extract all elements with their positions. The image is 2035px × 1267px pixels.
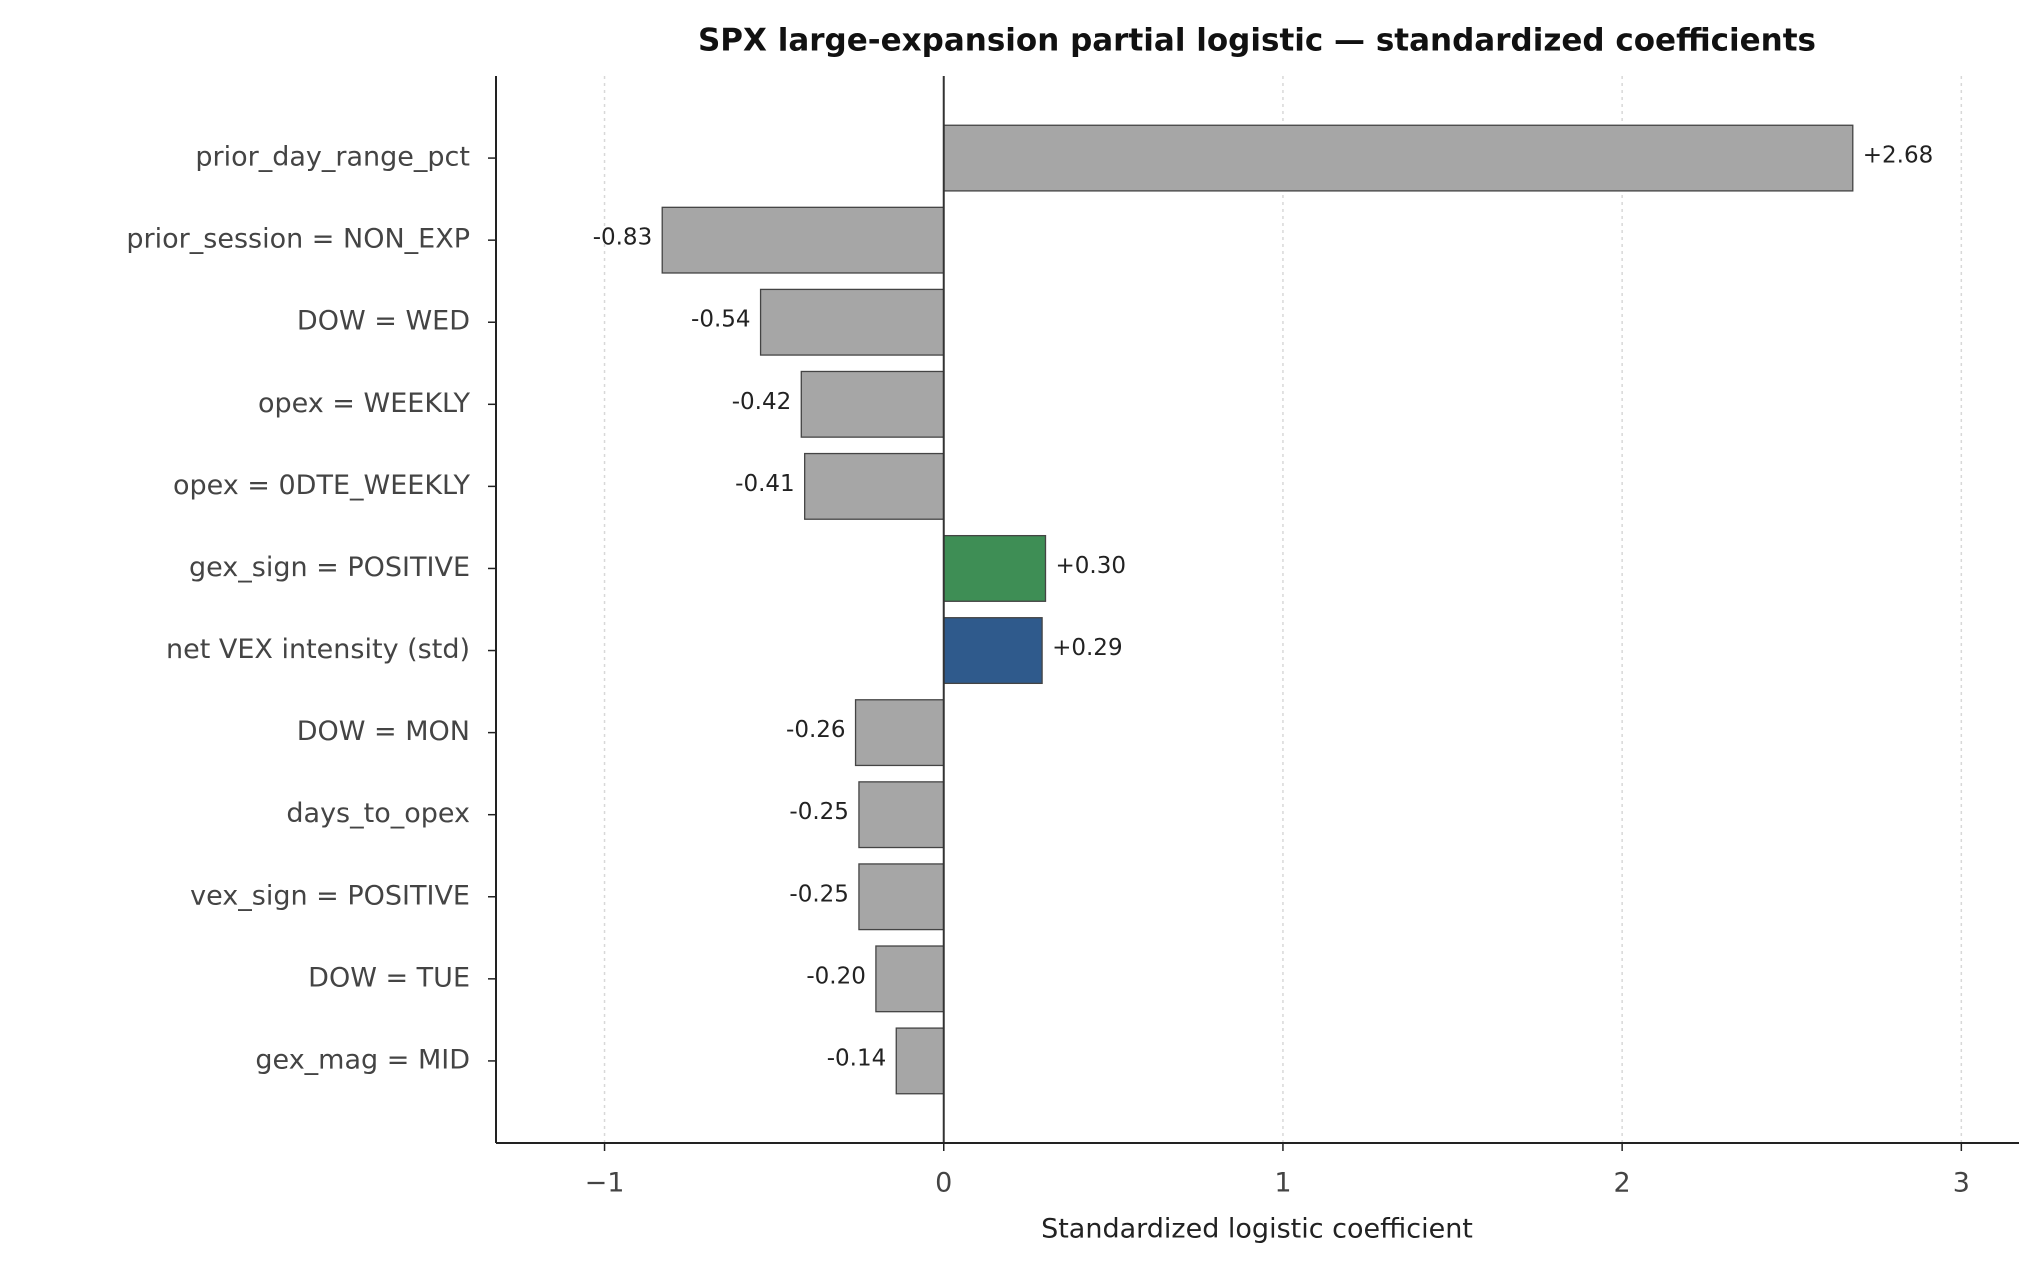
bar	[895, 1027, 945, 1095]
value-label: -0.54	[691, 307, 751, 333]
y-tick-label: vex_sign = POSITIVE	[190, 880, 470, 911]
y-tick-label: DOW = MON	[297, 716, 470, 747]
bar	[943, 617, 1043, 685]
value-label: -0.42	[732, 389, 792, 415]
bar	[943, 534, 1047, 602]
value-label: -0.26	[786, 717, 846, 743]
value-label: +0.29	[1052, 635, 1122, 661]
value-label: -0.25	[789, 799, 849, 825]
y-tick-label: DOW = TUE	[308, 962, 470, 993]
x-tick-label: 1	[1274, 1168, 1291, 1199]
bar	[800, 370, 945, 438]
bar	[875, 945, 945, 1013]
y-tick-label: net VEX intensity (std)	[166, 634, 470, 665]
y-tick-label: DOW = WED	[297, 306, 470, 337]
value-label: -0.25	[789, 881, 849, 907]
x-axis-label: Standardized logistic coefficient	[1041, 1214, 1473, 1245]
x-tick-label: 2	[1614, 1168, 1631, 1199]
y-tick-label: prior_day_range_pct	[195, 142, 470, 173]
bar	[804, 452, 945, 520]
bar	[943, 124, 1854, 192]
bar	[854, 699, 945, 767]
y-tick-label: opex = WEEKLY	[258, 388, 471, 419]
bar	[858, 781, 945, 849]
chart-title: SPX large-expansion partial logistic — s…	[698, 23, 1816, 59]
y-tick-label: gex_sign = POSITIVE	[189, 552, 470, 583]
value-label: +2.68	[1863, 143, 1933, 169]
x-tick-label: 0	[935, 1168, 952, 1199]
y-tick-label: opex = 0DTE_WEEKLY	[173, 470, 471, 501]
value-label: -0.14	[827, 1045, 887, 1071]
x-tick-label: 3	[1953, 1168, 1970, 1199]
bar	[661, 206, 945, 274]
bar	[858, 863, 945, 931]
bar	[759, 288, 945, 356]
y-tick-label: gex_mag = MID	[255, 1044, 470, 1075]
y-tick-label: prior_session = NON_EXP	[126, 224, 470, 255]
value-label: -0.41	[735, 471, 795, 497]
value-label: +0.30	[1056, 553, 1126, 579]
y-tick-label: days_to_opex	[286, 798, 470, 829]
value-label: -0.83	[593, 225, 653, 251]
x-tick-label: −1	[585, 1168, 625, 1199]
value-label: -0.20	[806, 963, 866, 989]
